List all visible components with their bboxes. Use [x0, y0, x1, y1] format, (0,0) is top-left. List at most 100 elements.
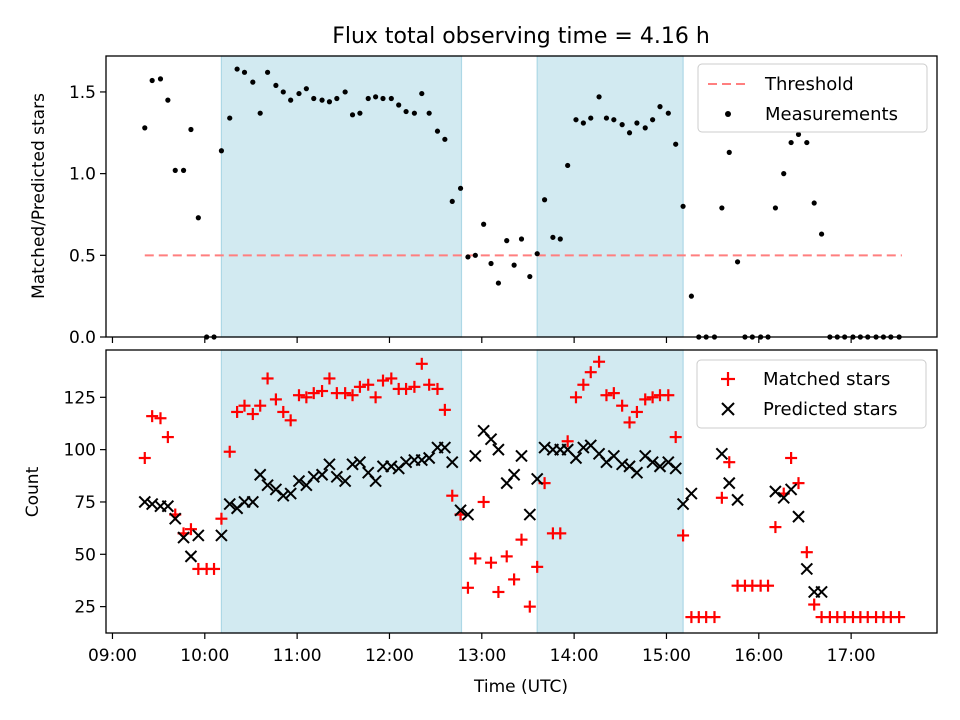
matched-star-point: [616, 399, 629, 412]
predicted-star-point: [369, 474, 382, 488]
matched-star-point: [423, 378, 436, 391]
y-tick-label: 125: [64, 388, 96, 408]
predicted-star-point: [215, 529, 228, 542]
top-y-axis-label: Matched/Predicted stars: [29, 93, 49, 299]
measurement-point: [634, 120, 640, 126]
measurement-point: [241, 69, 248, 75]
matched-star-point: [469, 552, 482, 565]
measurement-point: [373, 94, 379, 100]
matched-star-point: [531, 560, 544, 573]
matched-star-point: [238, 399, 251, 412]
measurement-point: [504, 238, 510, 244]
measurement-point: [419, 90, 425, 97]
measurement-point: [273, 82, 279, 89]
measurement-point: [734, 259, 741, 265]
matched-star-point: [284, 414, 297, 427]
measurement-point: [495, 280, 502, 286]
predicted-star-point: [769, 485, 782, 498]
predicted-star-point: [353, 455, 367, 469]
measurement-point: [795, 131, 802, 138]
matched-star-point: [500, 550, 513, 563]
measurement-point: [781, 171, 787, 177]
matched-star-point: [577, 378, 590, 391]
bottom-legend-box: [696, 359, 927, 429]
y-tick-label: 1.0: [69, 165, 96, 185]
observing-window-2: [536, 349, 684, 634]
matched-star-point: [415, 357, 428, 370]
observing-window-1: [220, 55, 463, 338]
measurement-point: [657, 104, 663, 110]
measurement-point: [550, 234, 556, 240]
measurement-point: [541, 197, 548, 203]
matched-star-point: [508, 573, 521, 586]
matched-star-point: [723, 456, 736, 469]
predicted-star-point: [646, 455, 659, 469]
matched-star-point: [569, 391, 582, 404]
legend-measurements-swatch: [725, 111, 731, 117]
measurement-point: [811, 200, 817, 206]
predicted-star-point: [277, 489, 290, 502]
measurement-point: [403, 108, 409, 115]
x-tick-label: 14:00: [550, 646, 599, 666]
matched-star-point: [307, 387, 320, 400]
x-axis-label: Time (UTC): [473, 677, 568, 697]
matched-star-point: [623, 416, 636, 429]
predicted-star-point: [438, 441, 452, 454]
measurement-point: [511, 262, 517, 268]
legend-matched-label: Matched stars: [763, 369, 890, 390]
measurement-point: [172, 167, 178, 173]
predicted-star-point: [223, 497, 236, 511]
x-tick-label: 09:00: [88, 646, 137, 666]
matched-star-point: [515, 533, 528, 546]
predicted-star-point: [415, 453, 428, 467]
bottom-axis-ticks: 09:00 10:00 11:00 12:00 13:00 14:00 15:00 16:00…: [64, 388, 876, 666]
x-tick-label: 12:00: [365, 646, 414, 666]
matched-star-point: [346, 389, 359, 402]
matched-star-point: [208, 562, 221, 575]
predicted-star-point: [669, 462, 682, 475]
matched-star-point: [438, 403, 451, 416]
predicted-star-point: [523, 508, 537, 521]
measurement-point: [665, 110, 671, 116]
y-tick-label: 50: [74, 545, 96, 565]
matched-stars-series: [138, 355, 906, 624]
bottom-y-axis-label: Count: [23, 466, 43, 517]
matched-star-point: [184, 523, 197, 536]
matched-star-point: [808, 598, 821, 611]
matched-star-point: [600, 389, 613, 402]
x-tick-label: 15:00: [642, 646, 691, 666]
bottom-observing-windows: [220, 349, 684, 634]
measurement-point: [319, 97, 325, 103]
measurement-point: [449, 198, 455, 205]
matched-star-point: [316, 385, 329, 398]
x-tick-label: 13:00: [457, 646, 506, 666]
measurement-point: [380, 95, 386, 102]
legend-predicted-label: Predicted stars: [763, 399, 897, 420]
measurement-point: [195, 215, 201, 221]
bottom-axes-frame: [105, 349, 938, 634]
x-tick-label: 16:00: [734, 646, 783, 666]
top-observing-windows: [220, 55, 684, 338]
bottom-panel: 09:00 10:00 11:00 12:00 13:00 14:00 15:00 16:00…: [23, 349, 938, 697]
predicted-star-point: [676, 497, 690, 511]
measurement-point: [288, 97, 294, 103]
matched-star-point: [246, 408, 259, 421]
predicted-stars-series: [138, 424, 828, 599]
predicted-star-point: [507, 468, 521, 481]
predicted-star-point: [315, 468, 329, 481]
measurement-point: [357, 110, 363, 116]
measurement-point: [342, 89, 348, 95]
matched-star-point: [223, 445, 236, 458]
predicted-star-point: [530, 472, 544, 486]
measurement-point: [818, 231, 825, 237]
predicted-star-point: [653, 460, 667, 473]
measurement-point: [518, 236, 525, 242]
measurement-point: [442, 136, 448, 142]
measurement-point: [527, 273, 533, 280]
measurement-point: [311, 95, 317, 102]
matched-star-point: [339, 387, 352, 400]
matched-star-point: [385, 372, 398, 385]
matched-star-point: [593, 355, 606, 368]
measurement-point: [388, 95, 394, 102]
